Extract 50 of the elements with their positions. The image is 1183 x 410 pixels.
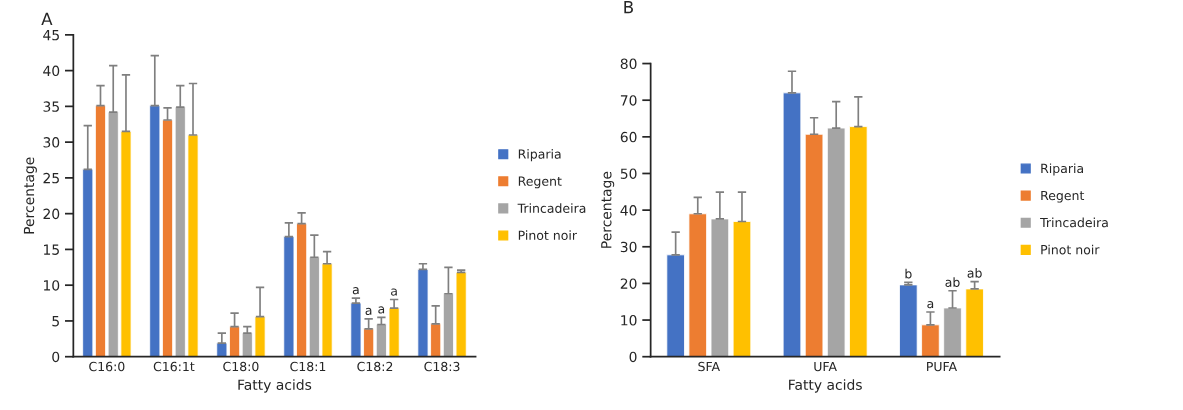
data-label: ab [967, 268, 982, 278]
y-tick-label: 70 [620, 95, 637, 106]
y-tick-label: 60 [620, 131, 637, 143]
y-tick-label: 35 [43, 101, 59, 112]
x-axis-title: Fatty acids [238, 379, 312, 393]
y-tick-label: 10 [44, 280, 60, 291]
y-tick-label: 45 [43, 30, 59, 41]
chart-title: B [624, 1, 633, 14]
y-tick-label: 0 [52, 351, 60, 363]
y-tick-label: 80 [620, 58, 637, 70]
x-tick-label: SFA [698, 361, 720, 372]
data-label: a [378, 306, 385, 314]
y-tick-label: 30 [43, 137, 60, 148]
legend-label: Trincadeira [517, 203, 586, 213]
legend-label: Trincadeira [1040, 217, 1108, 228]
y-axis-title: Percentage [601, 171, 615, 248]
chart-title: A [41, 12, 53, 25]
x-axis-title: Fatty acids [789, 379, 862, 393]
y-tick-label: 20 [43, 208, 60, 220]
x-tick-label: UFA [814, 361, 837, 372]
legend-label: Riparia [518, 149, 561, 162]
y-tick-label: 30 [620, 241, 637, 253]
x-tick-label: C16:1t [153, 361, 195, 372]
x-tick-label: C18:0 [223, 361, 259, 372]
legend-label: Pinot noir [518, 230, 577, 241]
y-tick-label: 10 [621, 315, 637, 326]
y-tick-label: 15 [44, 244, 59, 255]
y-axis-title: Percentage [23, 157, 37, 234]
x-tick-label: C16:0 [89, 361, 125, 372]
data-label: b [905, 268, 912, 279]
data-label: a [391, 288, 397, 296]
legend-label: Riparia [1041, 163, 1083, 176]
legend-label: Pinot noir [1041, 244, 1100, 255]
y-tick-label: 40 [620, 205, 637, 216]
data-label: a [365, 307, 372, 315]
data-label: ab [945, 277, 960, 287]
x-tick-label: C18:2 [357, 361, 393, 372]
y-tick-label: 20 [620, 278, 637, 289]
legend-label: Regent [1041, 190, 1085, 203]
y-tick-label: 25 [43, 172, 59, 184]
y-tick-label: 40 [43, 65, 60, 77]
data-label: a [927, 301, 934, 309]
y-tick-label: 50 [620, 168, 637, 179]
y-tick-label: 5 [52, 316, 59, 327]
x-tick-label: C18:3 [424, 361, 460, 372]
x-tick-label: C18:1 [290, 361, 326, 372]
legend-label: Regent [518, 176, 562, 189]
x-tick-label: PUFA [927, 361, 958, 372]
data-label: a [352, 287, 359, 295]
y-tick-label: 0 [629, 351, 637, 363]
